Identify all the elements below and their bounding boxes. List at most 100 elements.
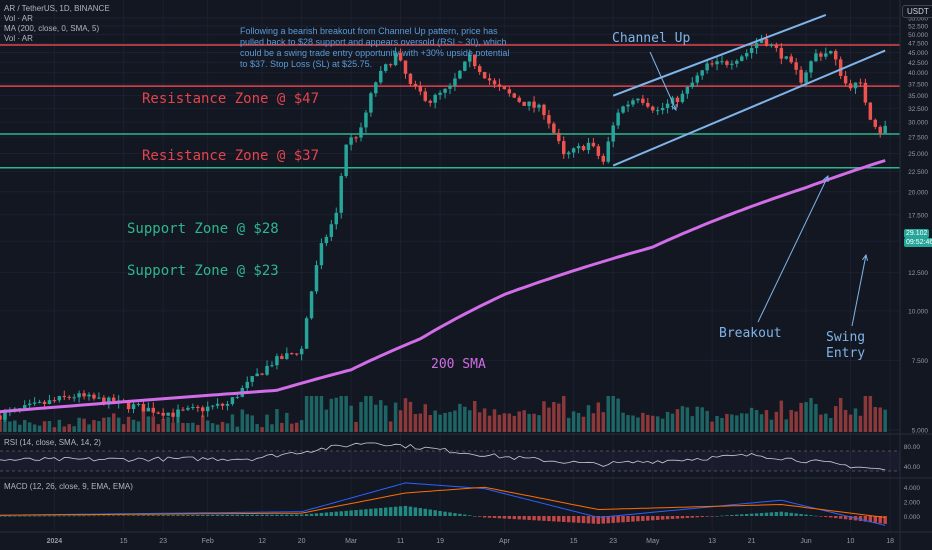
volume-bar	[265, 414, 269, 432]
time-tick-label: Apr	[499, 538, 511, 545]
volume-bar	[720, 417, 724, 432]
candle-body	[725, 61, 729, 65]
candle-body	[433, 94, 437, 103]
channel-upper-line	[612, 13, 827, 97]
candle-body	[102, 397, 106, 405]
macd-histogram-bar	[62, 515, 67, 517]
candle-body	[833, 51, 838, 60]
macd-histogram-bar	[72, 515, 76, 517]
volume-bar	[522, 410, 526, 432]
candle-body	[388, 64, 393, 66]
candle-body	[695, 75, 699, 83]
volume-bar	[52, 427, 57, 432]
volume-bar	[463, 406, 467, 432]
volume-bar	[250, 415, 254, 432]
candle-body	[146, 407, 151, 412]
macd-histogram-bar	[349, 510, 353, 516]
macd-histogram-bar	[784, 512, 788, 516]
macd-histogram-bar	[453, 513, 457, 516]
macd-histogram-bar	[339, 511, 343, 516]
candle-body	[824, 53, 828, 57]
volume-bar	[804, 402, 808, 432]
candle-body	[260, 373, 264, 375]
candle-body	[774, 44, 779, 48]
macd-histogram-bar	[280, 514, 284, 516]
swing-label: Swing	[826, 330, 866, 345]
volume-bar	[319, 396, 324, 432]
macd-legend[interactable]: MACD (12, 26, close, 9, EMA, EMA)	[4, 482, 133, 491]
volume-bar	[161, 419, 165, 432]
volume-bar	[186, 422, 190, 432]
volume-bar	[646, 414, 650, 432]
macd-histogram-bar	[858, 516, 863, 522]
volume-legend-2[interactable]: Vol · AR	[4, 34, 33, 43]
candle-body	[270, 365, 274, 367]
candle-body	[883, 125, 887, 134]
candle-body	[57, 396, 62, 401]
candle-body	[586, 142, 591, 151]
macd-histogram-bar	[18, 515, 22, 517]
candle-body	[611, 125, 615, 142]
volume-bar	[833, 406, 838, 432]
volume-bar	[379, 400, 383, 432]
volume-bar	[883, 409, 887, 432]
candle-body	[52, 400, 57, 402]
macd-histogram-bar	[225, 514, 230, 516]
volume-bar	[843, 409, 848, 432]
candle-body	[655, 110, 660, 112]
macd-histogram-bar	[107, 515, 111, 517]
volume-bar	[230, 414, 235, 432]
volume-bar	[260, 427, 264, 432]
volume-bar	[413, 414, 418, 432]
macd-histogram-bar	[22, 515, 27, 517]
volume-legend[interactable]: Vol · AR	[4, 14, 33, 23]
volume-bar	[725, 413, 729, 432]
candle-body	[453, 78, 457, 86]
candle-body	[715, 61, 719, 65]
volume-bar	[740, 413, 744, 432]
support-28-label: Support Zone @ $28	[127, 221, 279, 237]
candle-body	[472, 54, 477, 67]
currency-button[interactable]: USDT	[902, 5, 932, 18]
macd-histogram-bar	[596, 516, 601, 524]
macd-histogram-bar	[547, 516, 551, 522]
macd-histogram-bar	[250, 514, 254, 516]
volume-bar	[121, 424, 126, 432]
macd-histogram-bar	[848, 516, 853, 520]
macd-histogram-bar	[77, 515, 81, 517]
volume-bar	[799, 402, 803, 432]
candle-body	[304, 318, 309, 349]
macd-histogram-bar	[730, 514, 734, 516]
volume-bar	[685, 407, 690, 432]
rsi-tick-label: 80.00	[904, 444, 921, 451]
macd-histogram-bar	[8, 515, 12, 517]
macd-histogram-bar	[537, 516, 541, 521]
volume-bar	[764, 410, 769, 432]
macd-histogram-bar	[809, 515, 813, 516]
macd-histogram-bar	[472, 516, 477, 517]
macd-histogram-bar	[512, 516, 517, 520]
macd-histogram-bar	[47, 515, 52, 517]
volume-bar	[22, 420, 27, 432]
volume-bar	[641, 412, 645, 432]
volume-bar	[571, 411, 576, 432]
candle-body	[878, 126, 882, 134]
candle-body	[527, 101, 531, 106]
candle-body	[665, 103, 670, 108]
ma-legend[interactable]: MA (200, close, 0, SMA, 5)	[4, 24, 100, 33]
volume-bar	[438, 414, 442, 432]
candlesticks[interactable]	[0, 33, 887, 423]
volume-bar	[92, 420, 96, 432]
time-tick-label: 11	[397, 538, 404, 545]
rsi-legend[interactable]: RSI (14, close, SMA, 14, 2)	[4, 438, 101, 447]
macd-histogram-bar	[383, 507, 388, 516]
volume-bar	[814, 404, 818, 432]
symbol-line[interactable]: AR / TetherUS, 1D, BINANCE	[4, 4, 110, 13]
macd-histogram-bar	[715, 515, 719, 517]
candle-body	[843, 75, 848, 84]
candle-body	[294, 353, 299, 355]
countdown-tag: 09:52:46	[904, 238, 932, 247]
candle-body	[62, 396, 67, 398]
